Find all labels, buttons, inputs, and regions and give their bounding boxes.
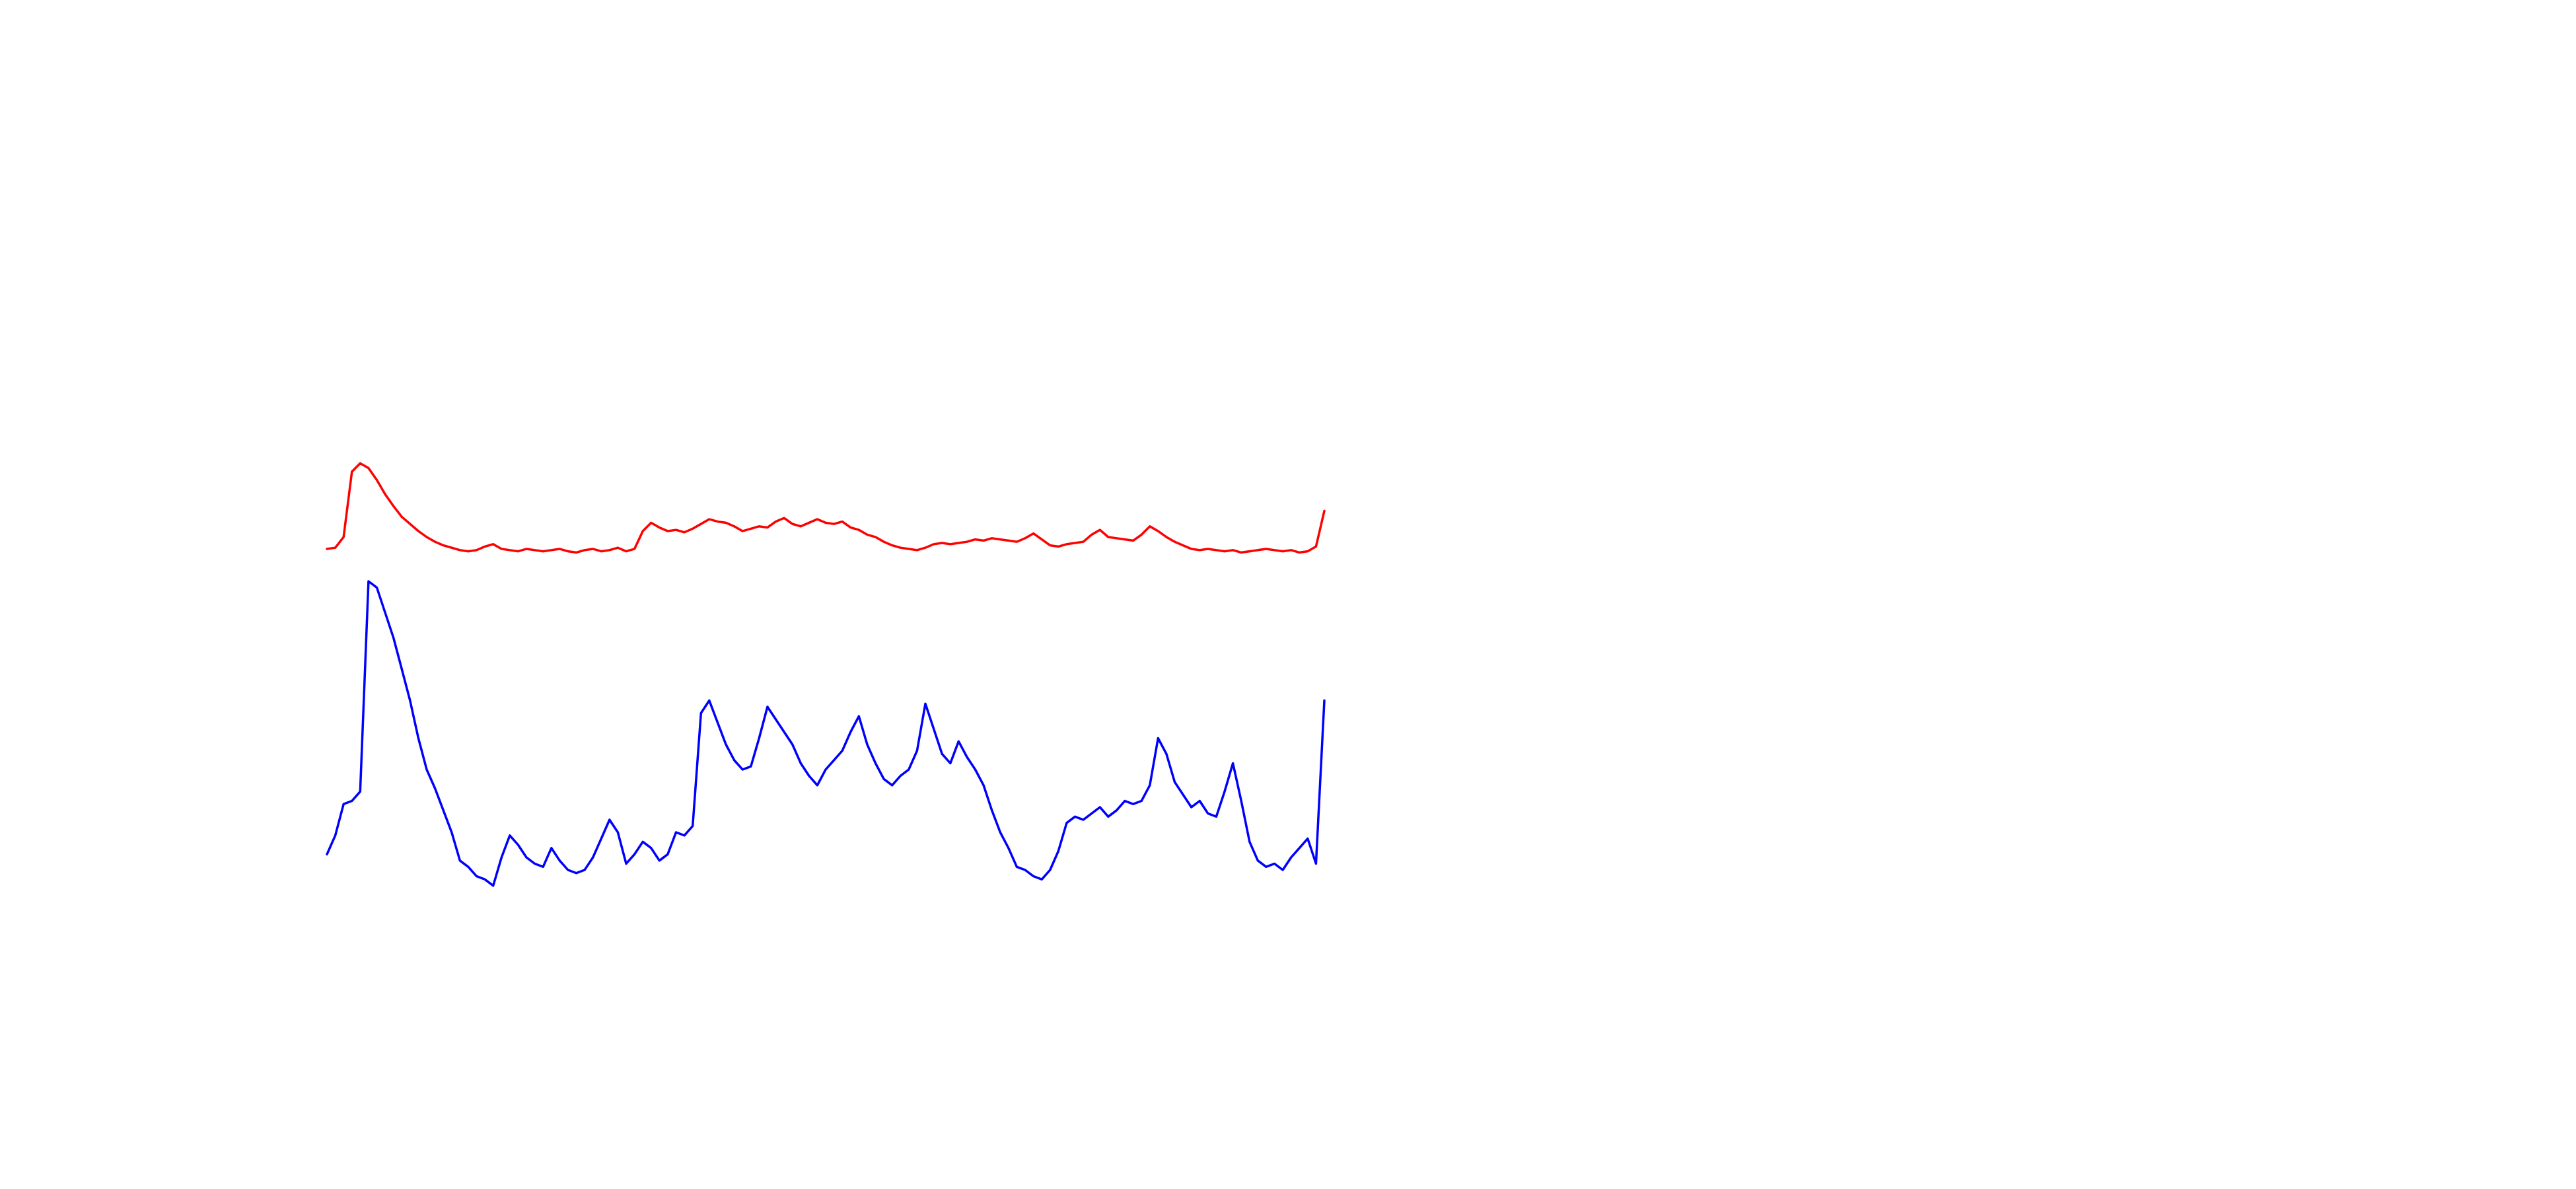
series-line-2 xyxy=(326,580,1326,887)
series-layer xyxy=(326,462,1326,887)
series-line-1 xyxy=(326,462,1326,554)
